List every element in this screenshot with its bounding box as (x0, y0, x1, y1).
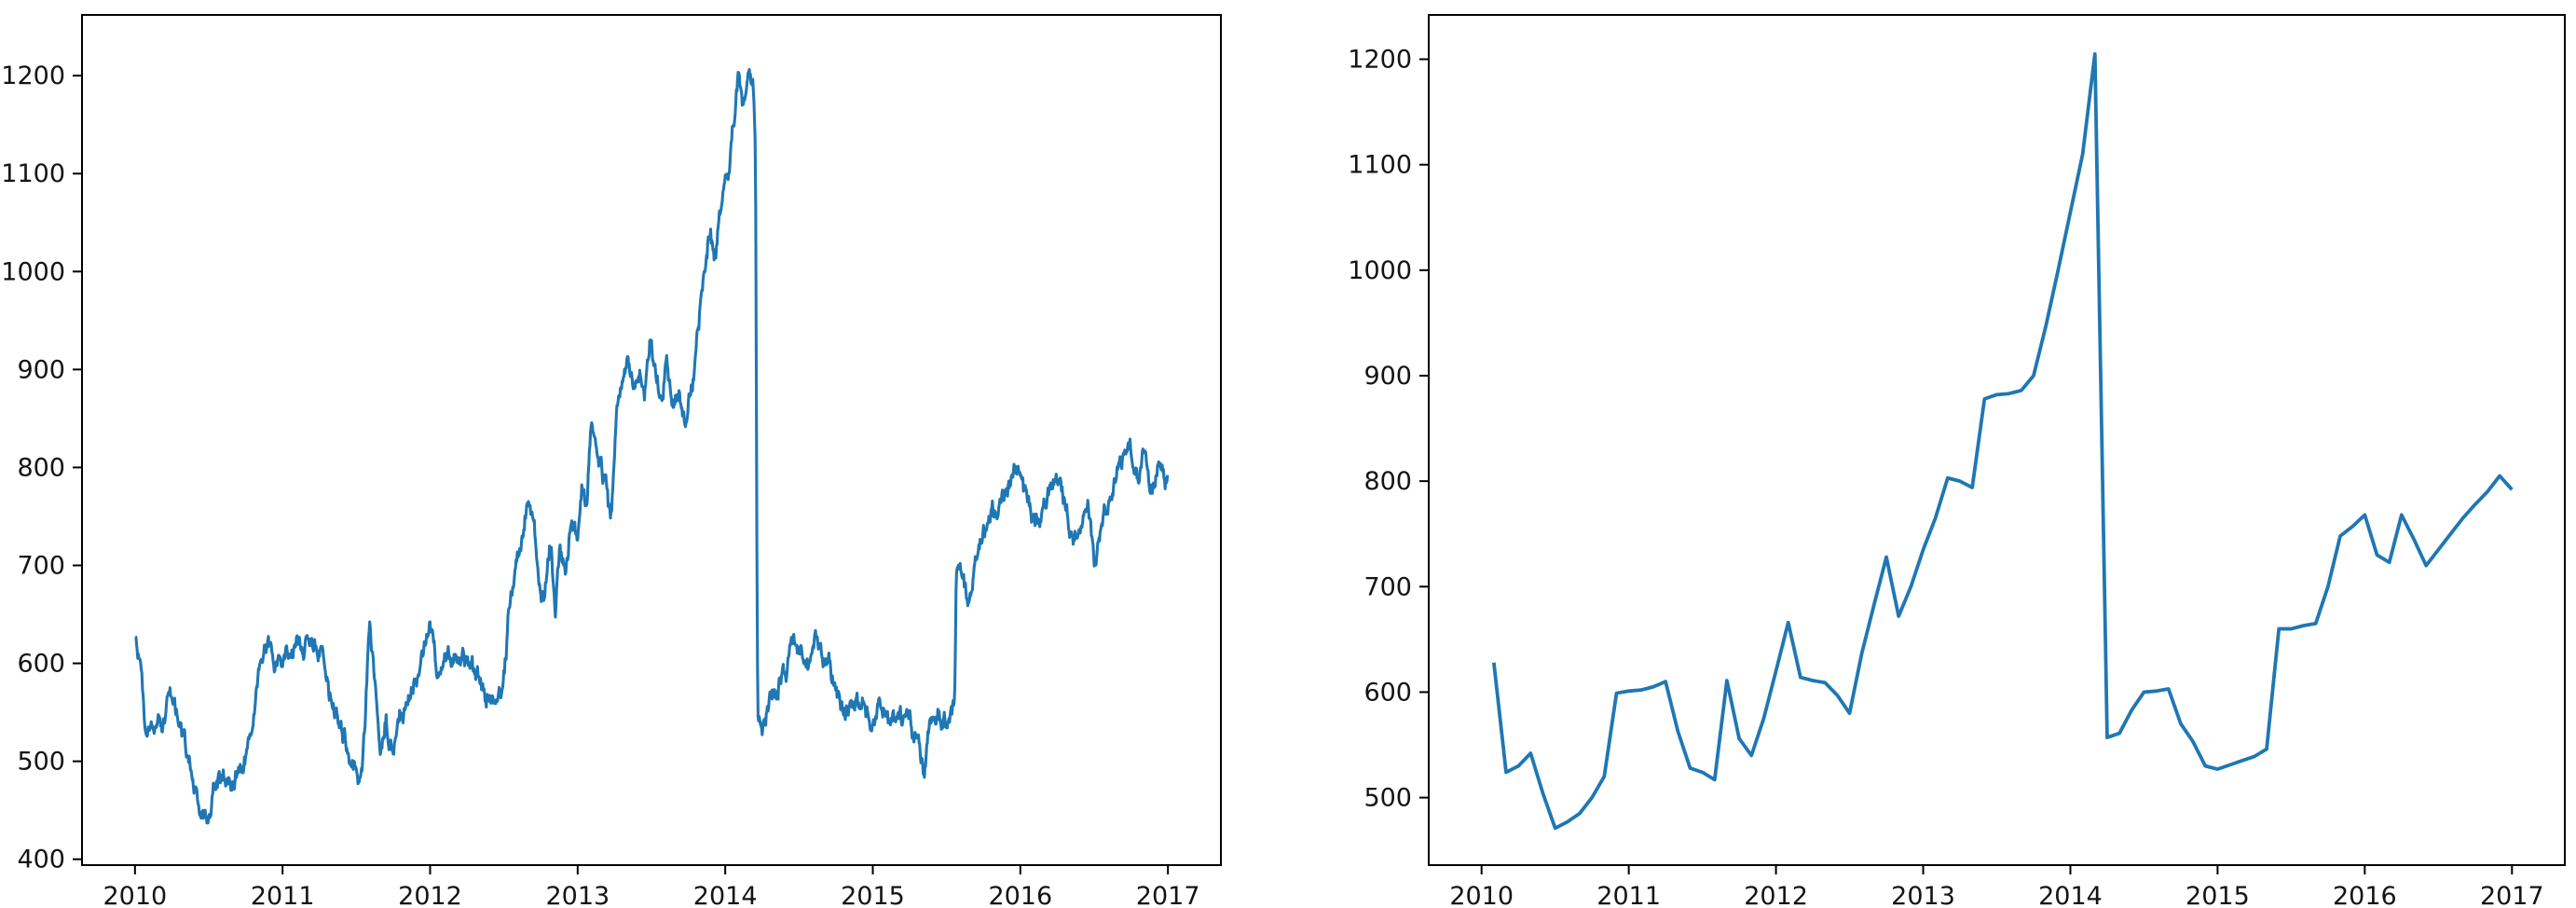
monthly-chart-axes: 2010 2011 2012 2013 2014 2015 2016 2017 500 600 70… (1348, 14, 2566, 908)
y-tick-label: 1000 (1, 257, 65, 286)
x-tick-label: 2016 (988, 882, 1052, 908)
x-tick-label: 2014 (2038, 882, 2103, 908)
y-tick-label: 800 (1363, 467, 1412, 496)
x-tick-label: 2011 (251, 882, 315, 908)
x-tick-label: 2012 (398, 882, 462, 908)
monthly-series-line (1491, 51, 2514, 831)
daily-series-line (134, 67, 1170, 825)
y-tick-label: 1100 (1, 159, 65, 188)
y-tick-label: 1200 (1, 62, 65, 90)
y-tick-label: 900 (1363, 362, 1412, 391)
y-tick-label: 400 (17, 846, 65, 874)
x-tick-label: 2014 (693, 882, 758, 908)
x-tick-label: 2017 (2480, 882, 2544, 908)
x-tick-label: 2013 (545, 882, 610, 908)
y-tick-label: 700 (17, 551, 65, 580)
daily-chart-axes: 2010 2011 2012 2013 2014 2015 2016 2017 400 500 60… (1, 14, 1222, 908)
x-tick-label: 2012 (1744, 882, 1808, 908)
y-tick-label: 1200 (1348, 46, 1412, 75)
monthly-series-frame (1428, 14, 2566, 866)
y-tick-label: 600 (17, 650, 65, 679)
x-tick-label: 2013 (1891, 882, 1955, 908)
y-tick-label: 1000 (1348, 256, 1412, 285)
y-tick-label: 900 (17, 355, 65, 384)
y-tick-label: 800 (17, 453, 65, 482)
x-tick-label: 2017 (1136, 882, 1200, 908)
x-tick-label: 2010 (103, 882, 167, 908)
x-tick-label: 2010 (1449, 882, 1514, 908)
x-tick-label: 2016 (2333, 882, 2397, 908)
y-tick-label: 500 (1363, 784, 1412, 813)
y-tick-label: 600 (1363, 678, 1412, 707)
y-tick-label: 1100 (1348, 151, 1412, 180)
daily-series-frame (81, 14, 1222, 866)
x-tick-label: 2011 (1596, 882, 1661, 908)
y-tick-label: 500 (17, 748, 65, 777)
x-tick-label: 2015 (841, 882, 905, 908)
y-tick-label: 700 (1363, 572, 1412, 601)
x-tick-label: 2015 (2185, 882, 2250, 908)
